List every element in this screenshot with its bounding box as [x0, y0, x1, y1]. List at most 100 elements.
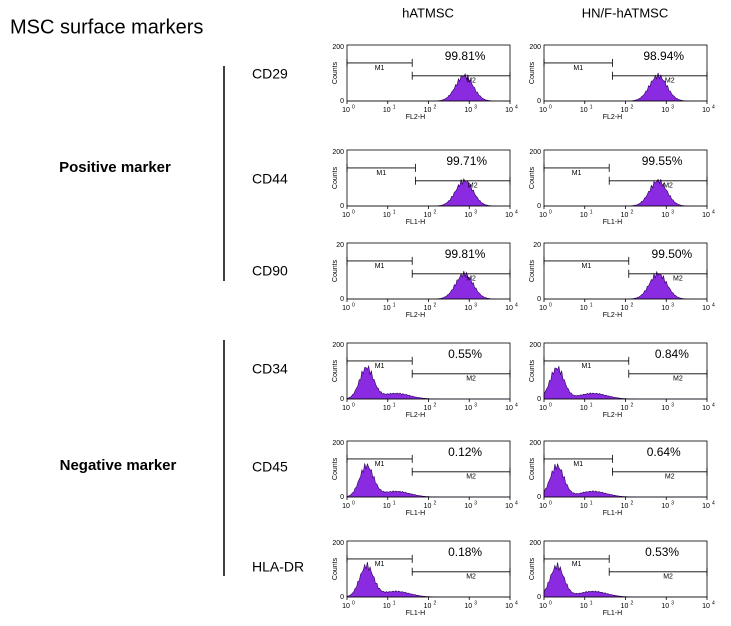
- gate-m2: [411, 567, 511, 576]
- gate-m2: [612, 467, 708, 476]
- x-axis-label: FL2-H: [603, 412, 622, 419]
- x-tick-base: 10: [580, 107, 588, 114]
- y-axis-label: Counts: [529, 359, 536, 382]
- x-axis-label: FL2-H: [603, 114, 622, 121]
- x-axis-label: FL1-H: [406, 610, 425, 617]
- x-tick-exponent: 0: [549, 500, 552, 506]
- x-tick-exponent: 4: [712, 600, 715, 606]
- x-tick-exponent: 1: [393, 402, 396, 408]
- y-tick-label: 0: [537, 296, 541, 303]
- x-tick-base: 10: [702, 503, 710, 510]
- x-tick-exponent: 1: [393, 302, 396, 308]
- x-tick-base: 10: [383, 305, 391, 312]
- gate-label: M2: [466, 376, 476, 383]
- x-tick-exponent: 3: [474, 402, 477, 408]
- gate-label: M1: [375, 363, 385, 370]
- x-tick-base: 10: [539, 603, 547, 610]
- x-tick-base: 10: [661, 603, 669, 610]
- gate-label: M1: [375, 263, 385, 270]
- x-tick-base: 10: [424, 212, 432, 219]
- x-tick-exponent: 4: [712, 209, 715, 215]
- x-tick-exponent: 1: [590, 209, 593, 215]
- y-tick-label: 20: [533, 242, 541, 249]
- column-header: HN/F-hATMSC: [582, 5, 668, 20]
- x-tick-base: 10: [464, 405, 472, 412]
- x-tick-base: 10: [702, 305, 710, 312]
- x-tick-exponent: 3: [671, 402, 674, 408]
- x-tick-exponent: 2: [434, 402, 437, 408]
- x-tick-exponent: 1: [393, 209, 396, 215]
- percent-label: 99.50%: [652, 247, 693, 261]
- y-tick-label: 0: [340, 396, 344, 403]
- histogram: [543, 462, 707, 498]
- y-axis-label: Counts: [529, 166, 536, 189]
- x-tick-base: 10: [342, 503, 350, 510]
- x-tick-exponent: 0: [549, 600, 552, 606]
- marker-label: CD90: [252, 263, 288, 279]
- x-tick-exponent: 0: [352, 402, 355, 408]
- x-tick-base: 10: [505, 212, 513, 219]
- x-tick-exponent: 3: [474, 500, 477, 506]
- y-tick-label: 200: [529, 149, 541, 156]
- x-tick-base: 10: [539, 503, 547, 510]
- x-tick-exponent: 4: [712, 500, 715, 506]
- x-tick-base: 10: [621, 503, 629, 510]
- x-tick-base: 10: [464, 107, 472, 114]
- x-tick-exponent: 1: [393, 600, 396, 606]
- x-tick-base: 10: [383, 212, 391, 219]
- y-axis-label: Counts: [332, 457, 339, 480]
- x-tick-exponent: 3: [671, 104, 674, 110]
- x-tick-base: 10: [342, 305, 350, 312]
- histogram: [347, 270, 510, 300]
- percent-label: 0.53%: [645, 545, 679, 559]
- y-axis-label: Counts: [332, 557, 339, 580]
- x-tick-exponent: 1: [590, 104, 593, 110]
- x-tick-exponent: 0: [549, 402, 552, 408]
- gate-label: M1: [573, 461, 583, 468]
- y-tick-label: 0: [340, 494, 344, 501]
- gate-m1: [543, 554, 610, 563]
- x-tick-exponent: 2: [434, 104, 437, 110]
- y-axis-label: Counts: [332, 359, 339, 382]
- x-tick-base: 10: [539, 405, 547, 412]
- x-tick-base: 10: [505, 603, 513, 610]
- x-tick-base: 10: [661, 305, 669, 312]
- gate-label: M1: [573, 65, 583, 72]
- x-tick-exponent: 2: [434, 209, 437, 215]
- gate-label: M1: [572, 561, 582, 568]
- x-tick-exponent: 2: [434, 500, 437, 506]
- x-tick-exponent: 4: [712, 302, 715, 308]
- x-tick-exponent: 1: [393, 500, 396, 506]
- y-axis-label: Counts: [332, 61, 339, 84]
- percent-label: 99.55%: [642, 154, 683, 168]
- x-tick-base: 10: [580, 212, 588, 219]
- x-tick-exponent: 2: [631, 302, 634, 308]
- plot-frame: [346, 44, 511, 102]
- percent-label: 98.94%: [643, 49, 684, 63]
- x-tick-exponent: 3: [671, 209, 674, 215]
- histogram: [346, 561, 510, 598]
- gate-label: M1: [582, 363, 592, 370]
- x-tick-base: 10: [383, 503, 391, 510]
- plot-frame: [543, 149, 708, 207]
- x-tick-base: 10: [505, 503, 513, 510]
- y-tick-label: 200: [332, 540, 344, 547]
- gate-label: M2: [673, 276, 683, 283]
- gate-m1: [346, 356, 413, 365]
- x-tick-exponent: 1: [393, 104, 396, 110]
- x-axis-label: FL1-H: [603, 610, 622, 617]
- x-tick-base: 10: [702, 603, 710, 610]
- x-tick-exponent: 3: [474, 600, 477, 606]
- x-tick-base: 10: [342, 107, 350, 114]
- x-tick-base: 10: [424, 107, 432, 114]
- x-tick-base: 10: [580, 603, 588, 610]
- x-tick-exponent: 3: [474, 104, 477, 110]
- y-tick-label: 0: [537, 594, 541, 601]
- x-tick-base: 10: [621, 405, 629, 412]
